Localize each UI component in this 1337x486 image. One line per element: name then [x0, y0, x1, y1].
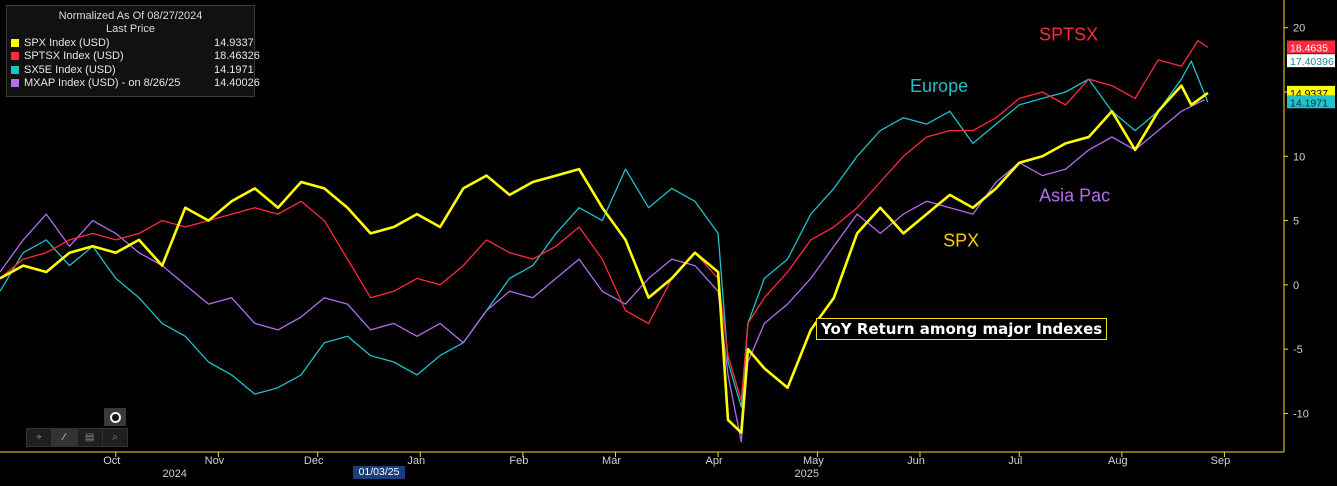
series-line-sptsx	[0, 39, 1209, 402]
y-tick-label: 5	[1293, 216, 1299, 228]
last-value-tag-label: 17.40396	[1290, 56, 1334, 68]
last-value-tag: 14.1971	[1287, 95, 1335, 109]
x-tick-label: Jan	[407, 455, 425, 467]
legend-subheader: Last Price	[106, 23, 155, 35]
series-line-spx	[0, 84, 1209, 435]
y-tick-label: -5	[1293, 344, 1303, 356]
annotation-sptsx: SPTSX	[1039, 25, 1098, 45]
legend-header: Normalized As Of 08/27/2024	[58, 10, 203, 22]
crosshair-icon[interactable]: ⌖	[27, 429, 53, 446]
last-value-tag-bg	[1287, 95, 1335, 109]
record-button[interactable]	[104, 408, 126, 426]
annotation-europe: Europe	[910, 76, 968, 96]
x-tick-label: Sep	[1211, 455, 1231, 467]
x-tick-label: Jun	[907, 455, 925, 467]
y-tick-label: -10	[1293, 408, 1309, 420]
legend-label-mxap: MXAP Index (USD) - on 8/26/25	[24, 77, 181, 90]
legend-swatch-spx	[11, 38, 19, 47]
x-tick-label: Feb	[509, 455, 528, 467]
last-value-tag: 18.4635	[1287, 40, 1335, 55]
y-tick-label: 20	[1293, 23, 1305, 35]
legend-item-spx[interactable]: SPX Index (USD) 14.9337	[7, 36, 254, 50]
y-tick-label: 0	[1293, 280, 1299, 292]
x-tick-label: May	[803, 455, 824, 467]
last-value-tag: 17.40396	[1287, 54, 1335, 68]
last-value-tag-label: 18.4635	[1290, 43, 1328, 55]
legend-value-spx: 14.9337	[214, 36, 254, 49]
last-value-tag-bg	[1287, 54, 1335, 68]
x-year-label: 2024	[162, 468, 186, 480]
legend-item-sptsx[interactable]: SPTSX Index (USD) 18.46326	[7, 50, 260, 64]
annotation-asia-pac: Asia Pac	[1039, 185, 1110, 205]
legend-label-sx5e: SX5E Index (USD)	[24, 63, 116, 76]
legend-label-sptsx: SPTSX Index (USD)	[24, 50, 124, 63]
legend-value-sx5e: 14.1971	[214, 63, 254, 76]
record-icon	[109, 411, 121, 423]
y-tick-label: 10	[1293, 151, 1305, 163]
x-tick-label: Mar	[602, 455, 621, 467]
legend-item-sx5e[interactable]: SX5E Index (USD) 14.1971	[7, 63, 254, 77]
last-value-tag-bg	[1287, 40, 1335, 54]
table-icon[interactable]: ▤	[78, 429, 103, 446]
legend-box: Normalized As Of 08/27/2024 Last Price S…	[6, 5, 260, 97]
legend-label-spx: SPX Index (USD)	[24, 36, 110, 49]
chart-title: YoY Return among major Indexes	[816, 318, 1108, 340]
x-tick-label: Oct	[103, 455, 120, 467]
series-line-sx5e	[0, 60, 1209, 408]
legend-item-mxap[interactable]: MXAP Index (USD) - on 8/26/25 14.40026	[7, 77, 260, 91]
pen-icon[interactable]: ∕	[52, 429, 78, 446]
x-tick-label: Nov	[205, 455, 225, 467]
x-tick-label: Jul	[1008, 455, 1022, 467]
annotation-spx: SPX	[943, 230, 979, 250]
x-tick-label: Dec	[304, 455, 324, 467]
legend-value-sptsx: 18.46326	[214, 50, 260, 63]
legend-value-mxap: 14.40026	[214, 77, 260, 90]
chart-toolbar: ⌖ ∕ ▤ ⌕	[26, 428, 128, 447]
x-year-label: 2025	[795, 468, 819, 480]
x-tick-label: Apr	[706, 455, 723, 467]
x-tick-label: Aug	[1108, 455, 1128, 467]
series-line-mxap	[0, 99, 1205, 443]
legend-swatch-mxap	[11, 79, 19, 88]
legend-swatch-sptsx	[11, 52, 19, 61]
legend-swatch-sx5e	[11, 65, 19, 74]
last-value-tag-label: 14.1971	[1290, 97, 1328, 109]
date-marker: 01/03/25	[353, 466, 405, 479]
zoom-icon[interactable]: ⌕	[112, 432, 118, 443]
